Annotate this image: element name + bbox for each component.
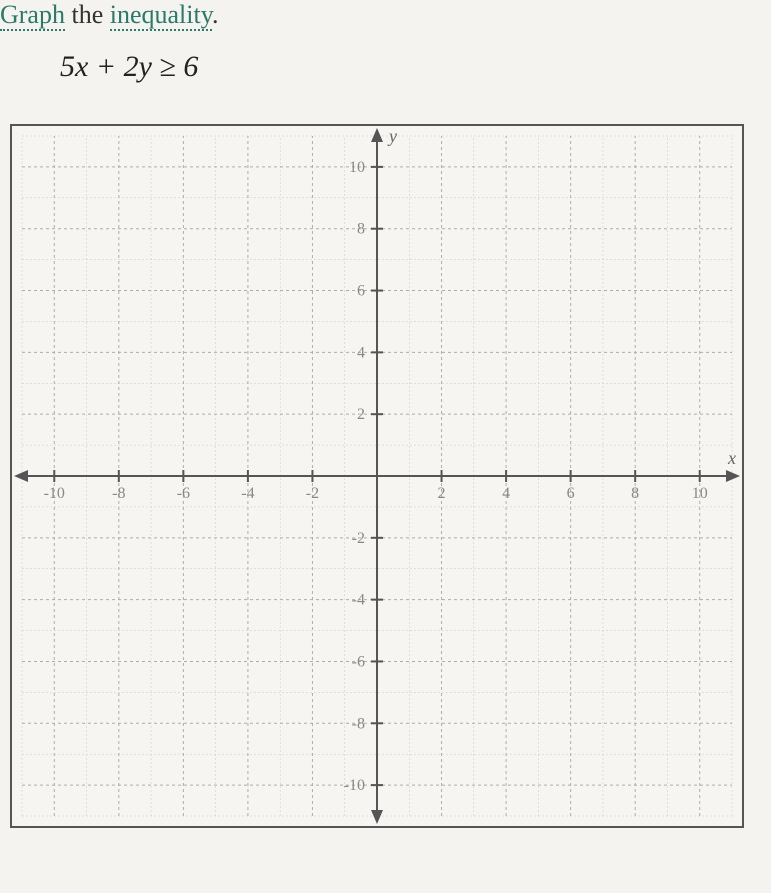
svg-text:4: 4	[357, 344, 365, 361]
svg-text:2: 2	[438, 485, 446, 502]
instruction-plain: the	[65, 0, 110, 29]
svg-text:10: 10	[349, 159, 365, 176]
svg-text:x: x	[727, 448, 736, 468]
svg-text:-10: -10	[44, 485, 65, 502]
svg-text:-4: -4	[352, 592, 365, 609]
svg-text:-4: -4	[241, 485, 254, 502]
page-content: Graph the inequality. 5x + 2y ≥ 6 -10-8-…	[0, 0, 771, 848]
inequality-expression: 5x + 2y ≥ 6	[60, 50, 751, 84]
link-graph[interactable]: Graph	[0, 0, 65, 31]
svg-text:-10: -10	[344, 777, 365, 794]
svg-text:6: 6	[357, 283, 365, 300]
svg-text:-2: -2	[352, 530, 365, 547]
svg-text:y: y	[387, 126, 397, 146]
svg-text:-8: -8	[112, 485, 125, 502]
link-inequality[interactable]: inequality	[110, 0, 212, 31]
svg-text:8: 8	[357, 221, 365, 238]
svg-text:2: 2	[357, 406, 365, 423]
instruction-text: Graph the inequality.	[0, 0, 751, 30]
svg-text:4: 4	[502, 485, 510, 502]
svg-text:10: 10	[692, 485, 708, 502]
instruction-suffix: .	[212, 0, 219, 29]
svg-text:-6: -6	[177, 485, 190, 502]
graph-svg: -10 -8 -6 -4 -2 2 4 6 8 10 -10 -8 -6 -4 -2 2 4 6 8 10 y x	[12, 126, 742, 826]
svg-text:6: 6	[567, 485, 575, 502]
coordinate-graph[interactable]: -10 -8 -6 -4 -2 2 4 6 8 10 -10 -8 -6 -4 -2 2 4 6 8 10 y x	[10, 124, 744, 828]
svg-text:-2: -2	[306, 485, 319, 502]
svg-text:8: 8	[631, 485, 639, 502]
svg-text:-8: -8	[352, 715, 365, 732]
svg-text:-6: -6	[352, 653, 365, 670]
